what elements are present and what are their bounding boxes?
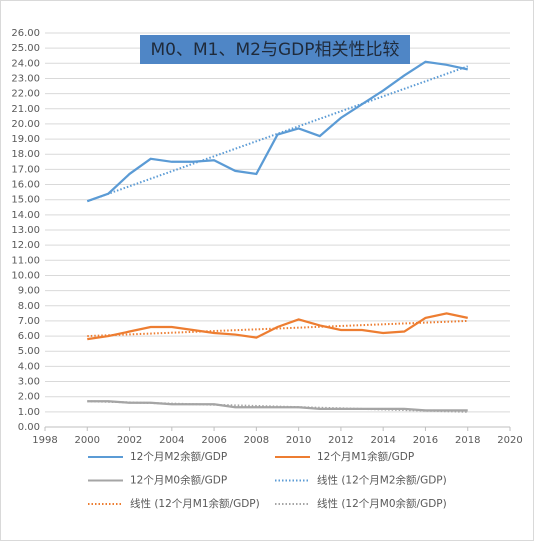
y-tick-label: 14.00 <box>11 210 40 221</box>
y-tick-label: 3.00 <box>18 377 40 388</box>
y-tick-label: 7.00 <box>18 316 40 327</box>
y-tick-label: 8.00 <box>18 301 40 312</box>
y-tick-label: 26.00 <box>11 28 40 39</box>
legend-label: 线性 (12个月M2余额/GDP) <box>317 474 447 487</box>
y-tick-label: 16.00 <box>11 180 40 191</box>
trend-line <box>87 400 468 413</box>
title-box <box>140 35 410 64</box>
y-tick-label: 19.00 <box>11 134 40 145</box>
x-tick-label: 2014 <box>370 435 395 446</box>
x-tick-label: 2000 <box>75 435 100 446</box>
y-tick-label: 5.00 <box>18 346 40 357</box>
y-tick-label: 24.00 <box>11 58 40 69</box>
x-tick-label: 2008 <box>244 435 269 446</box>
y-tick-label: 11.00 <box>11 255 40 266</box>
y-tick-label: 10.00 <box>11 270 40 281</box>
x-tick-label: 2004 <box>159 435 184 446</box>
trend-line <box>87 319 468 338</box>
y-tick-label: 1.00 <box>18 407 40 418</box>
x-tick-label: 2006 <box>201 435 226 446</box>
series-line <box>87 312 468 341</box>
chart-title: M0、M1、M2与GDP相关性比较 <box>151 40 400 60</box>
x-tick-label: 2012 <box>328 435 353 446</box>
y-tick-label: 22.00 <box>11 89 40 100</box>
y-tick-label: 0.00 <box>18 422 40 433</box>
y-tick-label: 17.00 <box>11 164 40 175</box>
y-tick-label: 6.00 <box>18 331 40 342</box>
y-tick-label: 23.00 <box>11 73 40 84</box>
y-tick-label: 4.00 <box>18 361 40 372</box>
y-tick-label: 25.00 <box>11 43 40 54</box>
legend-label: 线性 (12个月M1余额/GDP) <box>130 497 260 510</box>
y-tick-label: 20.00 <box>11 119 40 130</box>
y-tick-label: 9.00 <box>18 286 40 297</box>
x-tick-label: 2018 <box>455 435 480 446</box>
y-tick-label: 13.00 <box>11 225 40 236</box>
legend-label: 12个月M1余额/GDP <box>317 450 414 463</box>
legend-label: 线性 (12个月M0余额/GDP) <box>317 497 447 510</box>
x-tick-label: 2016 <box>413 435 438 446</box>
y-tick-label: 12.00 <box>11 240 40 251</box>
y-tick-label: 21.00 <box>11 104 40 115</box>
x-tick-label: 2010 <box>286 435 311 446</box>
legend: 12个月M2余额/GDP 12个月M1余额/GDP 12个月M0余额/GDP 线性 (… <box>88 450 447 510</box>
x-tick-label: 2020 <box>497 435 522 446</box>
y-tick-label: 15.00 <box>11 195 40 206</box>
x-tick-label: 1998 <box>32 435 57 446</box>
legend-label: 12个月M2余额/GDP <box>130 450 227 463</box>
trend-line <box>86 65 469 203</box>
legend-label: 12个月M0余额/GDP <box>130 474 227 487</box>
y-tick-label: 18.00 <box>11 149 40 160</box>
y-tick-label: 2.00 <box>18 392 40 403</box>
series-line <box>86 60 468 203</box>
x-tick-label: 2002 <box>117 435 142 446</box>
